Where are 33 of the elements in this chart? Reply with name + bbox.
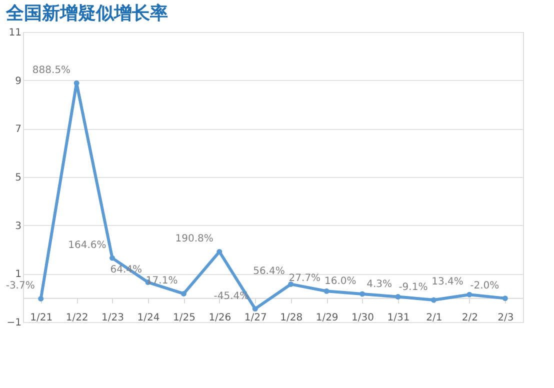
- data-label: 56.4%: [253, 266, 285, 278]
- x-tick-label: 2/1: [426, 312, 442, 324]
- x-tick-label: 1/21: [30, 312, 53, 324]
- y-tick-label: 9: [15, 76, 22, 87]
- y-tick-label: 7: [15, 124, 22, 136]
- x-tick-label: 2/2: [462, 312, 478, 324]
- x-tick-label: 2/3: [498, 312, 514, 324]
- x-tick-label: 1/23: [102, 312, 124, 324]
- x-tick-label: 1/25: [172, 312, 196, 324]
- y-tick-label: −1: [6, 318, 22, 328]
- data-label: 27.7%: [288, 273, 321, 284]
- data-label: -3.7%: [6, 280, 35, 292]
- data-label: 4.3%: [366, 278, 392, 290]
- data-label: 888.5%: [32, 65, 71, 76]
- y-tick-label: 5: [15, 172, 22, 184]
- y-tick-label: 1: [15, 269, 22, 280]
- data-label: 13.4%: [432, 276, 464, 288]
- chart-title: 全国新增疑似增长率: [4, 3, 168, 24]
- x-tick-label: 1/29: [316, 312, 338, 324]
- data-label: 164.6%: [68, 240, 106, 252]
- data-label: -2.0%: [470, 280, 500, 292]
- x-tick-label: 1/22: [66, 312, 88, 324]
- x-tick-label: 1/24: [137, 312, 160, 324]
- data-label: -9.1%: [398, 282, 428, 294]
- x-tick-label: 1/26: [208, 312, 232, 324]
- y-tick-label: 11: [8, 28, 22, 38]
- x-tick-label: 1/30: [352, 312, 374, 324]
- x-tick-label: 1/31: [387, 312, 410, 324]
- data-label: 16.0%: [324, 276, 356, 287]
- x-tick-label: 1/28: [280, 312, 303, 324]
- x-tick-label: 1/27: [244, 312, 267, 324]
- y-tick-label: 3: [15, 220, 22, 232]
- data-label: 190.8%: [175, 234, 214, 245]
